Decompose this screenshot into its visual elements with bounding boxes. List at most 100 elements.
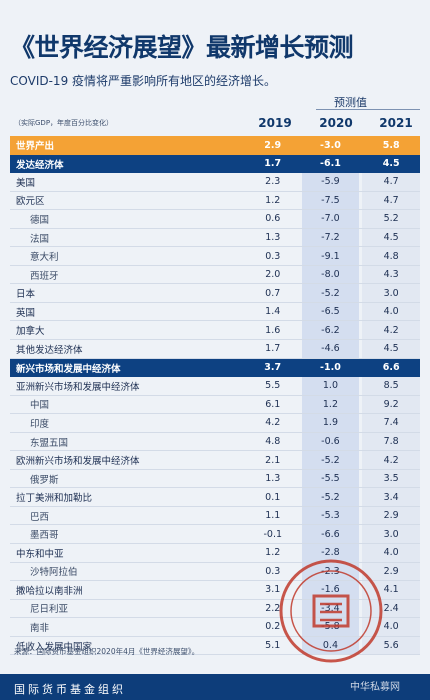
row-label: 低收入发展中国家 (16, 641, 93, 653)
row-label: 欧元区 (16, 196, 45, 208)
table-row: 印度 4.2 1.9 7.4 (10, 414, 420, 433)
growth-table: 世界产出 2.9 -3.0 5.8 发达经济体 1.7 -6.1 4.5 美国 2.3 -5.9 4.… (10, 136, 421, 656)
value-cell-2020: -9.1 (301, 247, 360, 265)
value-cell-2021: 6.6 (382, 362, 400, 374)
value-cell-2019: 5.5 (265, 380, 281, 392)
value-cell-2019: 1.7 (265, 343, 281, 355)
value-cell-2020: -5.2 (301, 488, 360, 506)
projection-label: 预测值 (334, 96, 367, 109)
row-label: 撒哈拉以南非洲 (16, 585, 83, 597)
source-note: 来源：国际货币基金组织2020年4月《世界经济展望》。 (14, 647, 200, 656)
value-cell-2019: 1.4 (265, 306, 281, 318)
value-cell-2019: 1.6 (265, 324, 281, 336)
row-label: 世界产出 (16, 141, 55, 153)
value-cell-2020: -4.6 (301, 340, 360, 358)
row-label: 俄罗斯 (30, 474, 59, 486)
value-cell-2019: 1.1 (265, 510, 281, 522)
value-cell-2021: 4.8 (362, 247, 420, 265)
value-cell-2020: -6.2 (301, 321, 360, 340)
value-cell-2021: 4.5 (362, 340, 421, 358)
value-cell-2019: 2.0 (265, 269, 281, 281)
value-cell-2019: 1.3 (265, 473, 281, 485)
row-label: 法国 (30, 233, 50, 245)
table-row: 中东和中亚 1.2 -2.8 4.0 (10, 544, 421, 563)
table-row: 墨西哥 -0.1 -6.6 3.0 (10, 525, 420, 545)
value-cell-2021: 2.9 (362, 562, 420, 581)
row-label: 巴西 (30, 511, 50, 523)
value-cell-2020: -3.0 (320, 139, 341, 151)
row-label: 东盟五国 (30, 437, 69, 449)
table-row: 新兴市场和发展中经济体 3.7 -1.0 6.6 (10, 358, 420, 378)
value-cell-2019: 3.7 (264, 362, 282, 374)
value-cell-2021: 4.0 (362, 544, 421, 562)
watermark-corner: 中华私募网 (350, 682, 400, 693)
value-cell-2019: 2.1 (265, 454, 281, 466)
value-cell-2019: 5.1 (265, 640, 281, 652)
projection-divider (316, 109, 420, 110)
value-cell-2020: -7.0 (301, 210, 360, 228)
value-cell-2020: -2.8 (301, 544, 360, 562)
row-label: 南非 (30, 622, 50, 634)
value-cell-2019: 2.2 (265, 602, 281, 614)
footer-bar (0, 674, 430, 700)
row-label: 尼日利亚 (30, 604, 69, 616)
table-row: 日本 0.7 -5.2 3.0 (10, 284, 421, 303)
row-label: 新兴市场和发展中经济体 (16, 363, 121, 375)
value-cell-2021: 2.9 (362, 506, 420, 525)
footer-org: 国际货币基金组织 (14, 683, 126, 696)
year-header-2021: 2021 (379, 116, 413, 130)
value-cell-2019: 1.3 (265, 232, 281, 243)
table-row: 其他发达经济体 1.7 -4.6 4.5 (10, 340, 421, 359)
row-label: 中东和中亚 (16, 548, 64, 560)
table-row: 俄罗斯 1.3 -5.5 3.5 (10, 469, 420, 489)
value-cell-2020: -5.2 (301, 451, 360, 469)
row-label: 亚洲新兴市场和发展中经济体 (16, 381, 140, 393)
table-row: 欧元区 1.2 -7.5 4.7 (10, 191, 421, 211)
value-cell-2020: -7.2 (301, 228, 360, 247)
value-cell-2020: -0.6 (301, 432, 360, 451)
value-cell-2020: -3.4 (301, 599, 360, 618)
value-cell-2021: 7.4 (362, 414, 420, 432)
value-cell-2019: 3.1 (265, 584, 281, 596)
value-cell-2019: 1.7 (264, 158, 282, 170)
value-cell-2019: 4.2 (265, 417, 281, 429)
page-subtitle: COVID-19 疫情将严重影响所有地区的经济增长。 (10, 74, 277, 88)
value-cell-2021: 4.5 (362, 228, 420, 247)
table-row: 法国 1.3 -7.2 4.5 (10, 228, 420, 248)
unit-note: （实际GDP，年度百分比变化） (14, 119, 114, 127)
row-label: 中国 (30, 400, 50, 412)
table-row: 中国 6.1 1.2 9.2 (10, 395, 420, 415)
value-cell-2021: 3.4 (362, 488, 421, 506)
row-label: 加拿大 (16, 326, 45, 338)
row-label: 日本 (16, 289, 36, 301)
value-cell-2020: 1.9 (301, 414, 360, 432)
value-cell-2021: 7.8 (362, 432, 420, 451)
row-label: 印度 (30, 418, 50, 430)
row-label: 欧洲新兴市场和发展中经济体 (16, 456, 140, 468)
table-row: 东盟五国 4.8 -0.6 7.8 (10, 432, 420, 452)
row-label: 意大利 (30, 252, 59, 264)
table-row: 低收入发展中国家 5.1 0.4 5.6 (10, 636, 421, 656)
value-cell-2021: 3.5 (362, 469, 420, 488)
row-label: 拉丁美洲和加勒比 (16, 493, 93, 505)
table-row: 撒哈拉以南非洲 3.1 -1.6 4.1 (10, 581, 421, 600)
value-cell-2019: 0.6 (265, 213, 281, 225)
table-row: 加拿大 1.6 -6.2 4.2 (10, 321, 421, 341)
value-cell-2020: 1.2 (301, 395, 360, 414)
value-cell-2019: 4.8 (265, 436, 281, 448)
value-cell-2019: 2.9 (264, 139, 282, 151)
value-cell-2020: -1.6 (301, 581, 360, 599)
value-cell-2021: 3.0 (362, 525, 420, 544)
row-label: 其他发达经济体 (16, 344, 83, 356)
value-cell-2019: 1.2 (265, 194, 281, 206)
table-row: 英国 1.4 -6.5 4.0 (10, 302, 421, 322)
row-label: 墨西哥 (30, 530, 59, 542)
value-cell-2021: 3.0 (362, 284, 421, 302)
value-cell-2020: -5.2 (301, 284, 360, 302)
value-cell-2021: 5.2 (362, 210, 420, 228)
table-row: 西班牙 2.0 -8.0 4.3 (10, 265, 420, 285)
year-header-2019: 2019 (258, 116, 292, 130)
row-label: 美国 (16, 177, 36, 189)
value-cell-2019: 0.2 (265, 621, 281, 633)
value-cell-2021: 4.0 (362, 302, 421, 321)
